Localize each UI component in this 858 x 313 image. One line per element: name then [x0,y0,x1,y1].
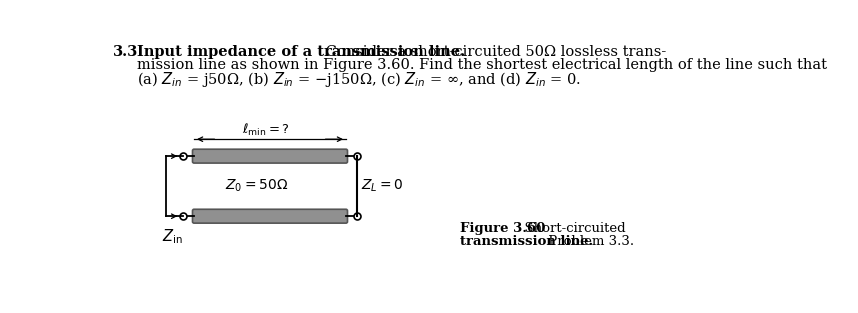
Text: $Z_0 = 50\Omega$: $Z_0 = 50\Omega$ [225,178,288,194]
Text: (a) $Z_{in}$ = j50Ω, (b) $Z_{in}$ = −j150Ω, (c) $Z_{in}$ = ∞, and (d) $Z_{in}$ =: (a) $Z_{in}$ = j50Ω, (b) $Z_{in}$ = −j15… [136,70,581,89]
Text: 3.3: 3.3 [112,45,138,59]
FancyBboxPatch shape [192,149,347,163]
Text: transmission line.: transmission line. [460,235,593,248]
Text: $Z_L = 0$: $Z_L = 0$ [361,178,404,194]
Text: Figure 3.60: Figure 3.60 [460,222,545,235]
Text: Input impedance of a transmission line.: Input impedance of a transmission line. [136,45,465,59]
Text: Problem 3.3.: Problem 3.3. [544,235,634,248]
FancyBboxPatch shape [192,209,347,223]
Text: Consider a short-circuited 50Ω lossless trans-: Consider a short-circuited 50Ω lossless … [321,45,667,59]
Text: $Z_{\rm in}$: $Z_{\rm in}$ [162,228,183,246]
Text: $\ell_{\rm min} = ?$: $\ell_{\rm min} = ?$ [242,121,290,138]
Text: mission line as shown in Figure 3.60. Find the shortest electrical length of the: mission line as shown in Figure 3.60. Fi… [136,58,827,72]
Text: Short-circuited: Short-circuited [516,222,625,235]
